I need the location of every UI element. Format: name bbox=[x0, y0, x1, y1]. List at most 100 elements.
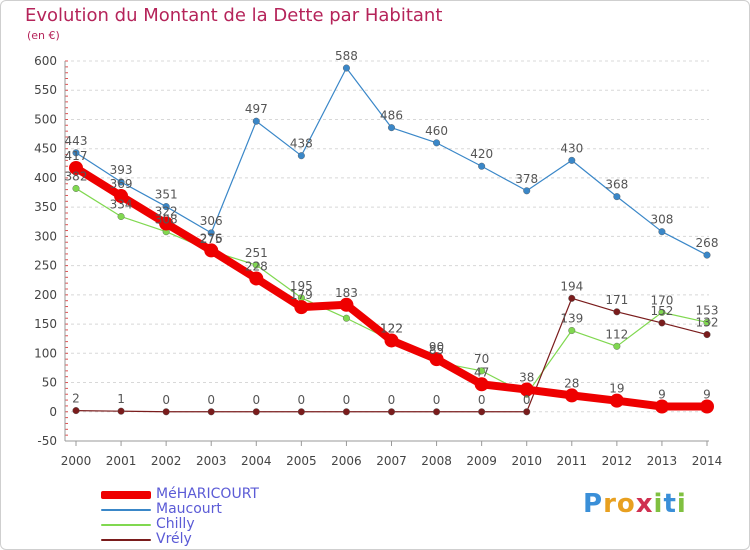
data-label: 251 bbox=[245, 246, 268, 260]
data-point-1 bbox=[523, 187, 531, 195]
brand-letter: i bbox=[676, 489, 687, 519]
x-tick-label: 2000 bbox=[61, 454, 92, 468]
y-tick-label: 100 bbox=[34, 346, 57, 360]
y-tick-label: 550 bbox=[34, 83, 57, 97]
data-point-0 bbox=[69, 160, 83, 175]
data-label: 268 bbox=[696, 236, 719, 250]
data-label: 90 bbox=[429, 340, 444, 354]
x-tick-label: 2007 bbox=[376, 454, 407, 468]
data-label: 0 bbox=[433, 393, 441, 407]
x-tick-label: 2006 bbox=[331, 454, 362, 468]
data-point-0 bbox=[474, 377, 489, 392]
data-label: 2 bbox=[72, 392, 80, 406]
data-point-0 bbox=[159, 216, 174, 231]
data-point-2 bbox=[613, 342, 621, 350]
data-label: 183 bbox=[335, 286, 358, 300]
data-label: 393 bbox=[110, 163, 133, 177]
data-label: 170 bbox=[650, 293, 673, 307]
data-label: 497 bbox=[245, 102, 268, 116]
data-label: 420 bbox=[470, 147, 493, 161]
x-tick-label: 2001 bbox=[106, 454, 137, 468]
data-label: 9 bbox=[658, 388, 666, 402]
data-point-1 bbox=[72, 149, 80, 157]
data-label: 308 bbox=[155, 213, 178, 227]
legend-swatch-maucourt bbox=[101, 509, 151, 511]
brand-letter: t bbox=[663, 489, 677, 519]
data-label: 19 bbox=[609, 382, 624, 396]
data-point-1 bbox=[162, 203, 170, 211]
brand-letter: r bbox=[603, 489, 617, 519]
data-point-0 bbox=[609, 393, 624, 408]
y-tick-label: 400 bbox=[34, 171, 57, 185]
data-label: 85 bbox=[429, 343, 444, 357]
data-point-0 bbox=[384, 333, 399, 348]
brand-letter: i bbox=[653, 489, 664, 519]
x-tick-label: 2004 bbox=[241, 454, 272, 468]
data-point-0 bbox=[204, 243, 219, 258]
data-point-1 bbox=[388, 124, 396, 132]
data-point-0 bbox=[654, 399, 669, 414]
data-label: 0 bbox=[343, 393, 351, 407]
legend-swatch-vrely bbox=[101, 539, 151, 541]
data-label: 179 bbox=[290, 288, 313, 302]
data-point-3 bbox=[162, 408, 170, 416]
data-label: 306 bbox=[200, 214, 223, 228]
data-label: 122 bbox=[380, 321, 403, 335]
y-tick-label: -50 bbox=[37, 434, 57, 448]
brand-letter: x bbox=[635, 489, 654, 519]
data-point-3 bbox=[613, 308, 621, 316]
data-label: 276 bbox=[200, 231, 223, 245]
data-point-0 bbox=[339, 297, 354, 312]
x-tick-label: 2011 bbox=[557, 454, 588, 468]
data-point-0 bbox=[700, 399, 714, 414]
data-label: 0 bbox=[523, 393, 531, 407]
data-label: 322 bbox=[155, 205, 178, 219]
data-label: 47 bbox=[474, 365, 489, 379]
data-label: 417 bbox=[65, 149, 88, 163]
data-point-3 bbox=[478, 408, 486, 416]
y-tick-label: 50 bbox=[42, 376, 57, 390]
data-point-0 bbox=[564, 388, 579, 403]
data-point-2 bbox=[342, 314, 350, 322]
data-label: 38 bbox=[519, 371, 534, 385]
data-label: 171 bbox=[605, 293, 628, 307]
y-tick-label: 300 bbox=[34, 229, 57, 243]
y-tick-label: 0 bbox=[49, 405, 57, 419]
data-label: 194 bbox=[560, 279, 583, 293]
data-label: 122 bbox=[380, 321, 403, 335]
data-point-1 bbox=[568, 156, 576, 164]
brand-logo: Proxiti bbox=[583, 489, 687, 519]
data-point-2 bbox=[703, 318, 711, 326]
data-label: 443 bbox=[65, 134, 88, 148]
y-tick-label: 600 bbox=[34, 54, 57, 68]
data-label: 132 bbox=[696, 316, 719, 330]
data-label: 0 bbox=[388, 393, 396, 407]
data-label: 486 bbox=[380, 109, 403, 123]
data-label: 275 bbox=[200, 232, 223, 246]
data-point-2 bbox=[117, 213, 125, 221]
x-tick-label: 2009 bbox=[466, 454, 497, 468]
y-tick-label: 450 bbox=[34, 142, 57, 156]
data-label: 308 bbox=[650, 213, 673, 227]
chart-unit-label: (en €) bbox=[27, 29, 60, 42]
data-label: 334 bbox=[110, 198, 133, 212]
data-label: 70 bbox=[474, 352, 489, 366]
legend-swatch-meharicourt bbox=[101, 491, 151, 499]
data-point-1 bbox=[342, 64, 350, 72]
data-point-3 bbox=[342, 408, 350, 416]
data-label: 1 bbox=[117, 392, 125, 406]
data-label: 195 bbox=[290, 279, 313, 293]
data-point-0 bbox=[519, 382, 534, 397]
data-label: 228 bbox=[245, 259, 268, 273]
legend-label-chilly: Chilly bbox=[156, 516, 195, 532]
x-tick-label: 2012 bbox=[602, 454, 633, 468]
data-label: 0 bbox=[162, 393, 170, 407]
data-label: 152 bbox=[650, 304, 673, 318]
data-point-2 bbox=[658, 308, 666, 316]
data-point-0 bbox=[114, 189, 129, 204]
data-point-0 bbox=[429, 352, 444, 367]
data-label: 588 bbox=[335, 49, 358, 63]
data-point-3 bbox=[252, 408, 260, 416]
y-tick-label: 250 bbox=[34, 259, 57, 273]
